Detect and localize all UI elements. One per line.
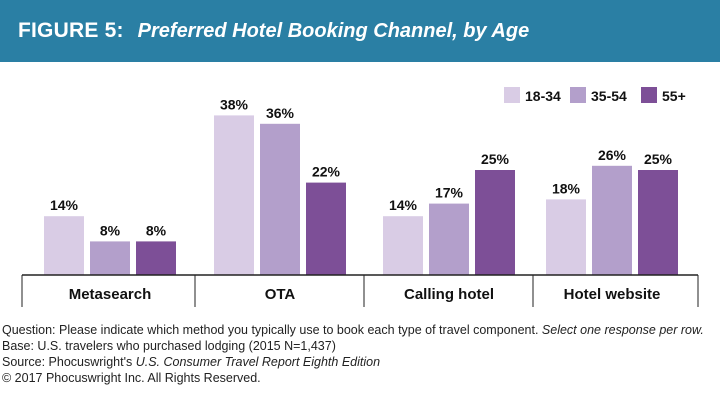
data-label: 14% xyxy=(389,197,418,213)
bar-chart: 18-34 35-54 55+ 14% 8% 8% 38% 36% 22% 14% 17% 25% 18… xyxy=(21,87,699,307)
data-label: 38% xyxy=(220,96,249,112)
bar xyxy=(136,241,176,275)
footnotes: Question: Please indicate which method y… xyxy=(2,322,718,386)
copyright-note: © 2017 Phocuswright Inc. All Rights Rese… xyxy=(2,371,261,385)
source-prefix: Source: Phocuswright's xyxy=(2,355,133,369)
data-label: 8% xyxy=(146,222,167,238)
data-label: 36% xyxy=(266,105,295,121)
data-label: 25% xyxy=(644,151,673,167)
legend-swatch xyxy=(641,87,657,103)
figure-label: FIGURE 5: xyxy=(18,19,124,42)
bar xyxy=(306,182,346,275)
legend-swatch xyxy=(570,87,586,103)
bar xyxy=(383,216,423,275)
legend-swatch xyxy=(504,87,520,103)
bar xyxy=(90,241,130,275)
data-label: 17% xyxy=(435,185,464,201)
bar xyxy=(429,203,469,275)
base-note: Base: U.S. travelers who purchased lodgi… xyxy=(2,339,336,353)
data-label: 14% xyxy=(50,197,79,213)
figure-title: Preferred Hotel Booking Channel, by Age xyxy=(137,19,530,42)
data-label: 22% xyxy=(312,164,341,180)
bar xyxy=(475,170,515,275)
data-label: 18% xyxy=(552,180,581,196)
bar xyxy=(592,165,632,275)
bar xyxy=(546,199,586,275)
category-label: Calling hotel xyxy=(404,286,494,303)
legend-label: 35-54 xyxy=(591,88,627,104)
category-label: OTA xyxy=(265,286,296,303)
bar xyxy=(260,123,300,275)
data-label: 26% xyxy=(598,147,627,163)
legend-label: 55+ xyxy=(662,88,686,104)
bar xyxy=(638,170,678,275)
source-note: Source: Phocuswright's U.S. Consumer Tra… xyxy=(2,354,718,370)
category-label: Hotel website xyxy=(564,286,661,303)
figure-header: FIGURE 5: Preferred Hotel Booking Channe… xyxy=(0,0,720,62)
question-text: Question: Please indicate which method y… xyxy=(2,323,539,337)
data-label: 25% xyxy=(481,151,510,167)
category-label: Metasearch xyxy=(69,286,152,303)
data-label: 8% xyxy=(100,222,121,238)
question-note: Question: Please indicate which method y… xyxy=(2,322,718,338)
legend-label: 18-34 xyxy=(525,88,561,104)
bar xyxy=(214,115,254,276)
question-italic-text: Select one response per row. xyxy=(541,323,704,337)
source-title: U.S. Consumer Travel Report Eighth Editi… xyxy=(135,355,381,369)
bar xyxy=(44,216,84,275)
